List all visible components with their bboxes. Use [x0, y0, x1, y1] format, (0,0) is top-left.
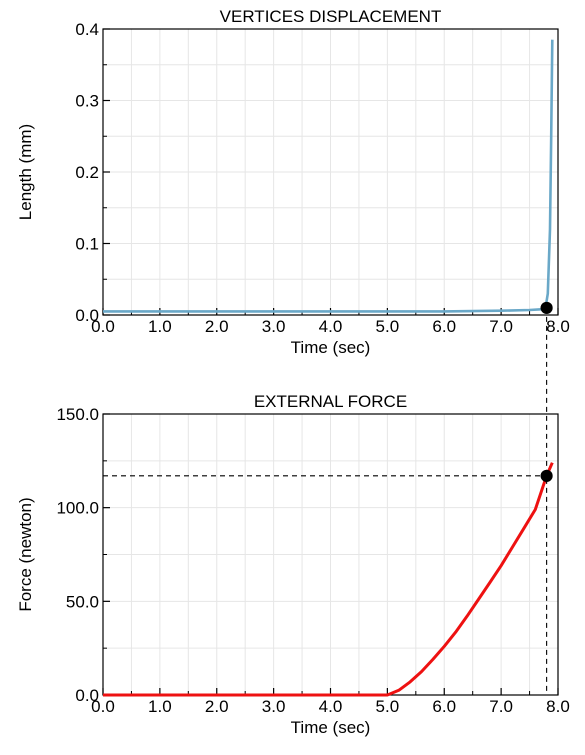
x-tick-label: 2.0 — [205, 697, 229, 716]
series-line — [103, 462, 554, 697]
x-axis-label: Time (sec) — [291, 338, 371, 357]
y-axis-label: Force (newton) — [16, 497, 35, 611]
x-tick-label: 5.0 — [376, 697, 400, 716]
x-tick-label: 5.0 — [376, 317, 400, 336]
x-tick-label: 4.0 — [319, 697, 343, 716]
y-axis-label: Length (mm) — [16, 124, 35, 220]
x-tick-label: 7.0 — [489, 317, 513, 336]
x-tick-label: 6.0 — [432, 317, 456, 336]
x-tick-label: 6.0 — [432, 697, 456, 716]
x-tick-label: 8.0 — [546, 697, 570, 716]
y-tick-label: 0.0 — [75, 306, 99, 325]
x-tick-label: 3.0 — [262, 697, 286, 716]
chart-title: VERTICES DISPLACEMENT — [220, 7, 442, 26]
y-tick-label: 100.0 — [56, 499, 99, 518]
x-tick-label: 3.0 — [262, 317, 286, 336]
chart-title: EXTERNAL FORCE — [254, 392, 407, 411]
data-point-marker-top — [540, 469, 553, 482]
x-tick-label: 4.0 — [319, 317, 343, 336]
x-tick-label: 1.0 — [148, 697, 172, 716]
y-tick-label: 0.0 — [75, 686, 99, 705]
y-tick-label: 150.0 — [56, 405, 99, 424]
data-point-marker-top — [540, 301, 553, 314]
y-tick-label: 0.3 — [75, 92, 99, 111]
y-tick-label: 0.1 — [75, 235, 99, 254]
x-tick-label: 0.0 — [91, 317, 115, 336]
chart-panel-1 — [102, 28, 559, 316]
y-tick-label: 50.0 — [66, 592, 99, 611]
x-tick-label: 7.0 — [489, 697, 513, 716]
y-tick-label: 0.2 — [75, 163, 99, 182]
series-line — [103, 39, 554, 313]
chart-panel-2 — [102, 413, 559, 697]
x-axis-label: Time (sec) — [291, 718, 371, 737]
x-tick-label: 0.0 — [91, 697, 115, 716]
x-tick-label: 2.0 — [205, 317, 229, 336]
x-tick-label: 1.0 — [148, 317, 172, 336]
y-tick-label: 0.4 — [75, 20, 99, 39]
x-tick-label: 8.0 — [546, 317, 570, 336]
